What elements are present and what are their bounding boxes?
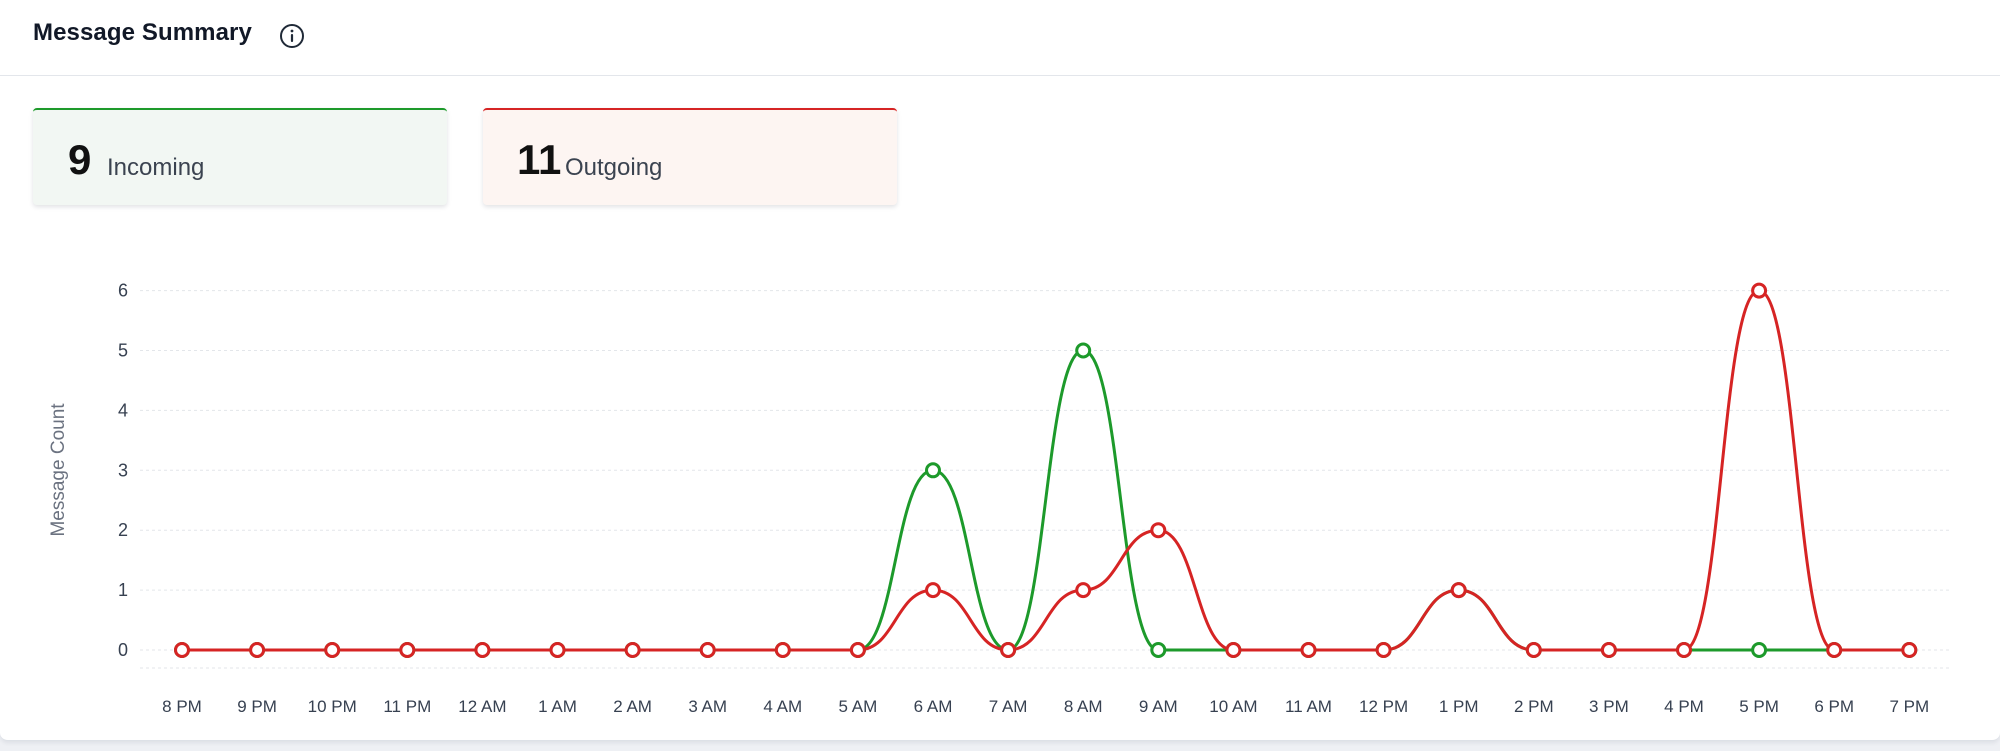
x-tick-label: 7 PM <box>1889 697 1929 716</box>
x-tick-label: 12 PM <box>1359 697 1408 716</box>
x-tick-label: 4 AM <box>763 697 802 716</box>
x-tick-label: 10 AM <box>1209 697 1257 716</box>
x-tick-label: 9 AM <box>1139 697 1178 716</box>
incoming-count: 9 <box>68 136 92 183</box>
data-point-series-2 <box>774 642 791 658</box>
info-circle-icon[interactable] <box>279 23 305 49</box>
y-tick-label: 1 <box>118 580 128 600</box>
data-point-series-2 <box>1901 642 1918 658</box>
data-point-series-2 <box>174 642 190 658</box>
data-point-series-2 <box>1450 582 1467 599</box>
x-tick-label: 1 PM <box>1439 697 1479 716</box>
data-point-series-2 <box>249 642 266 658</box>
y-tick-label: 0 <box>118 640 128 660</box>
x-tick-label: 2 AM <box>613 697 652 716</box>
data-point-series-2 <box>1000 642 1017 658</box>
x-tick-label: 8 AM <box>1064 697 1103 716</box>
x-tick-label: 5 PM <box>1739 697 1779 716</box>
series-line-2 <box>181 289 1910 652</box>
y-axis-label: Message Count <box>48 403 69 537</box>
data-point-series-2 <box>699 642 716 658</box>
data-point-series-2 <box>1826 642 1843 658</box>
data-point-series-1 <box>1751 642 1768 658</box>
data-point-series-2 <box>474 642 491 658</box>
x-tick-label: 11 PM <box>383 697 431 716</box>
data-point-series-2 <box>1075 582 1092 599</box>
x-tick-label: 2 PM <box>1514 697 1554 716</box>
x-tick-label: 11 AM <box>1285 697 1332 716</box>
y-tick-label: 2 <box>118 520 128 540</box>
y-tick-label: 6 <box>118 281 128 301</box>
x-tick-label: 12 AM <box>458 697 506 716</box>
x-tick-label: 3 AM <box>688 697 727 716</box>
y-tick-label: 4 <box>118 400 128 420</box>
x-tick-label: 3 PM <box>1589 697 1629 716</box>
y-tick-label: 5 <box>118 341 128 361</box>
data-point-series-2 <box>399 642 416 658</box>
outgoing-stat-card: 11 Outgoing <box>483 108 897 205</box>
data-point-series-2 <box>1150 522 1167 539</box>
x-tick-label: 9 PM <box>237 697 277 716</box>
data-point-series-2 <box>624 642 641 658</box>
x-tick-label: 8 PM <box>162 697 202 716</box>
x-tick-label: 5 AM <box>839 697 878 716</box>
outgoing-count: 11 <box>517 136 562 183</box>
data-point-series-2 <box>1300 642 1317 658</box>
data-point-series-1 <box>925 462 941 479</box>
x-tick-label: 7 AM <box>989 697 1028 716</box>
x-tick-label: 4 PM <box>1664 697 1704 716</box>
data-point-series-2 <box>925 582 941 599</box>
series-line-1 <box>181 348 1910 652</box>
outgoing-label: Outgoing <box>565 154 663 181</box>
data-point-series-2 <box>1525 642 1542 658</box>
incoming-stat-card: 9 Incoming <box>33 108 447 205</box>
data-point-series-2 <box>849 642 866 658</box>
y-tick-label: 3 <box>118 460 128 480</box>
data-point-series-1 <box>1075 342 1092 359</box>
data-point-series-2 <box>324 642 341 658</box>
data-point-series-2 <box>549 642 566 658</box>
x-tick-label: 6 PM <box>1814 697 1854 716</box>
data-point-series-2 <box>1375 642 1392 658</box>
data-point-series-2 <box>1751 282 1768 299</box>
data-point-series-2 <box>1225 642 1242 658</box>
data-point-series-2 <box>1600 642 1617 658</box>
card-title: Message Summary <box>33 19 252 46</box>
incoming-label: Incoming <box>107 154 205 181</box>
x-tick-label: 10 PM <box>308 697 357 716</box>
data-point-series-1 <box>1150 642 1167 658</box>
data-point-series-2 <box>1676 642 1692 658</box>
x-tick-label: 6 AM <box>914 697 953 716</box>
card-header: Message Summary <box>0 0 2000 76</box>
x-tick-label: 1 AM <box>538 697 577 716</box>
